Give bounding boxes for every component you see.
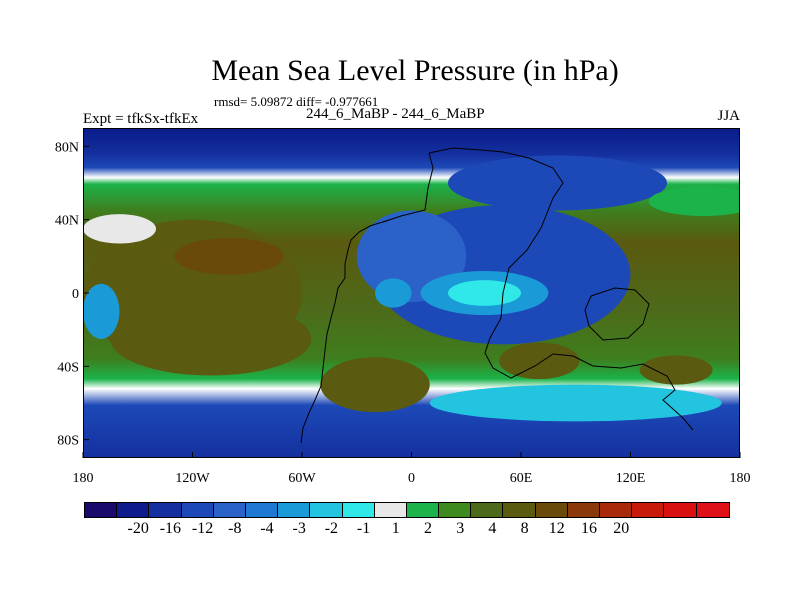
coastline-australia <box>584 287 650 341</box>
colorbar-label: 3 <box>456 520 465 537</box>
field-region-9 <box>448 280 521 306</box>
colorbar-swatch <box>664 503 697 517</box>
colorbar-swatch <box>310 503 343 517</box>
x-tick-label: 60W <box>288 471 316 486</box>
colorbar <box>84 502 730 518</box>
colorbar-swatch <box>406 503 440 517</box>
colorbar-swatch <box>149 503 182 517</box>
y-tick-label: 80S <box>57 434 79 449</box>
stats-label: rmsd= 5.09872 diff= -0.977661 <box>214 94 379 109</box>
field-region-2 <box>110 302 312 376</box>
y-tick-label: 80N <box>55 140 79 155</box>
colorbar-swatch <box>567 503 600 517</box>
y-tick-label: 40N <box>55 214 79 229</box>
colorbar-label: 20 <box>613 520 630 537</box>
colorbar-label: 8 <box>520 520 529 537</box>
coastline-americas <box>300 219 390 444</box>
field-region-14 <box>83 283 120 339</box>
colorbar-swatch <box>696 503 729 517</box>
map-field <box>83 147 740 444</box>
x-tick-label: 120W <box>175 471 210 486</box>
colorbar-label: -3 <box>292 520 306 537</box>
colorbar-swatch <box>278 503 311 517</box>
colorbar-label: -12 <box>191 520 214 537</box>
colorbar-swatch <box>181 503 214 517</box>
field-region-4 <box>499 342 580 380</box>
colorbar-swatch <box>535 503 568 517</box>
colorbar-swatch <box>213 503 246 517</box>
chart-title: Mean Sea Level Pressure (in hPa) <box>211 54 619 87</box>
colorbar-label: -16 <box>159 520 182 537</box>
coastline-africa-eurasia <box>428 147 694 431</box>
colorbar-label: -20 <box>127 520 149 537</box>
x-tick-label: 180 <box>730 471 751 486</box>
colorbar-swatch <box>600 503 633 517</box>
colorbar-label: -2 <box>324 520 339 537</box>
colorbar-swatch <box>503 503 536 517</box>
x-tick-label: 60E <box>510 471 533 486</box>
season-label: JJA <box>717 108 740 124</box>
field-region-15 <box>429 384 722 422</box>
colorbar-swatch <box>471 503 504 517</box>
x-tick-label: 120E <box>616 471 646 486</box>
colorbar-swatch <box>245 503 279 517</box>
field-region-1 <box>174 238 284 275</box>
coastline-europe <box>382 152 434 223</box>
y-tick-label: 0 <box>72 287 79 302</box>
colorbar-swatch <box>85 503 118 517</box>
y-tick-label: 40S <box>57 360 79 375</box>
field-region-3 <box>320 357 430 413</box>
colorbar-swatch <box>632 503 665 517</box>
colorbar-swatch <box>374 503 407 517</box>
field-region-13 <box>83 214 156 244</box>
colorbar-label: 4 <box>488 520 497 537</box>
colorbar-swatch <box>342 503 375 517</box>
colorbar-label: 16 <box>581 520 597 537</box>
colorbar-label: 12 <box>548 520 565 537</box>
colorbar-label: 2 <box>424 520 432 537</box>
colorbar-label: -8 <box>228 520 242 537</box>
colorbar-swatch <box>439 503 472 517</box>
field-region-11 <box>448 155 667 211</box>
experiment-label: Expt = tfkSx-tfkEx <box>83 111 199 127</box>
colorbar-label: -4 <box>260 520 274 537</box>
field-region-10 <box>375 278 412 308</box>
colorbar-swatch <box>117 503 150 517</box>
field-region-5 <box>639 355 713 385</box>
subtitle-label: 244_6_MaBP - 244_6_MaBP <box>306 106 485 122</box>
colorbar-label: -1 <box>356 520 371 537</box>
x-tick-label: 180 <box>73 471 94 486</box>
field-region-12 <box>648 186 740 216</box>
x-tick-label: 0 <box>408 471 415 486</box>
colorbar-label: 1 <box>391 520 400 537</box>
map-plot-area <box>83 128 740 458</box>
